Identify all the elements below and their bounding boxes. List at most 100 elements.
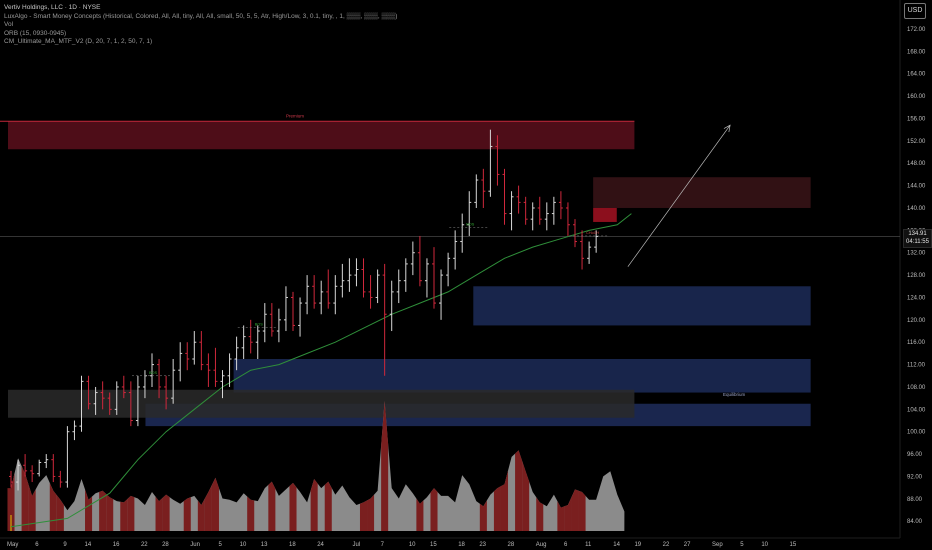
bar-countdown: 04:11:55 [906, 239, 929, 246]
zone-box [233, 358, 811, 393]
volume-down-bar [564, 497, 572, 531]
ohlc-bar [410, 241, 415, 276]
ohlc-bar [276, 308, 281, 343]
volume-down-bar [359, 500, 368, 531]
volume-down-bar [310, 479, 318, 531]
ohlc-bar [93, 386, 98, 415]
ohlc-bar [305, 275, 310, 315]
ohlc-bar [86, 375, 91, 410]
ohlc-bar [474, 174, 479, 208]
x-tick-label: 7 [381, 542, 385, 548]
volume-down-bar [416, 498, 424, 531]
ohlc-bar [396, 269, 401, 304]
ohlc-bar [439, 269, 444, 320]
ohlc-bar [333, 275, 338, 315]
volume-down-bar [204, 484, 212, 531]
x-tick-label: Sep [712, 542, 723, 548]
ohlc-bar [551, 196, 556, 225]
x-tick-label: 10 [761, 542, 768, 548]
indicator-smc[interactable]: LuxAlgo - Smart Money Concepts (Historic… [4, 12, 398, 20]
chart-legend: Vertiv Holdings, LLC · 1D · NYSE LuxAlgo… [4, 4, 397, 47]
ohlc-bar [453, 230, 458, 270]
x-tick-label: 15 [790, 542, 797, 548]
volume-down-bar [430, 488, 438, 531]
ohlc-bar [171, 358, 176, 404]
ohlc-bar [502, 168, 507, 225]
volume-down-bar [162, 494, 170, 531]
ohlc-bar [37, 459, 42, 477]
ohlc-bar [368, 275, 373, 309]
ohlc-bar [185, 342, 190, 371]
volume-down-bar [85, 489, 93, 531]
volume-down-bar [557, 501, 565, 531]
ohlc-bar [446, 252, 451, 287]
ohlc-bar [417, 235, 422, 287]
volume-down-bar [479, 500, 487, 531]
ohlc-bar [382, 263, 387, 376]
y-tick-label: 124.00 [907, 295, 926, 301]
volume-down-bar [120, 499, 128, 531]
zone-box [8, 389, 635, 418]
indicator-orb[interactable]: ORB (15, 0930-0945) [4, 29, 67, 37]
ohlc-bar [16, 459, 21, 491]
projection-arrow-head [723, 124, 731, 133]
indicator-vol[interactable]: Vol [4, 21, 14, 28]
y-tick-label: 156.00 [907, 116, 926, 122]
volume-down-bar [536, 497, 544, 531]
x-tick-label: 10 [240, 542, 247, 548]
x-tick-label: 22 [663, 542, 670, 548]
ohlc-bar [488, 129, 493, 197]
ohlc-bar [100, 381, 105, 410]
x-tick-label: 28 [162, 542, 169, 548]
currency-button[interactable]: USD [904, 3, 926, 19]
volume-down-bar [493, 486, 501, 531]
x-tick-label: 6 [564, 542, 568, 548]
y-tick-label: 152.00 [907, 139, 926, 145]
x-tick-label: 18 [458, 542, 465, 548]
volume-down-bar [127, 495, 135, 531]
ohlc-bar [199, 331, 204, 371]
ohlc-bar [291, 291, 295, 332]
projection-arrow-line [627, 124, 731, 267]
ohlc-bar [79, 375, 84, 432]
ohlc-bar [248, 319, 253, 354]
ohlc-bar [128, 381, 133, 427]
ohlc-bar [135, 375, 140, 427]
zone-box [593, 177, 811, 208]
ohlc-bar [509, 191, 514, 231]
ohlc-bar [150, 353, 154, 387]
y-tick-label: 112.00 [907, 363, 926, 369]
ohlc-bar [192, 331, 197, 365]
ohlc-bar [234, 336, 239, 371]
ohlc-bar [255, 325, 260, 359]
chart-title: Vertiv Holdings, LLC · 1D · NYSE [4, 4, 101, 11]
ohlc-bar [537, 196, 542, 225]
ohlc-bar [213, 347, 218, 387]
y-tick-label: 148.00 [907, 161, 926, 167]
last-price-tag: 134.91 04:11:55 [903, 229, 932, 249]
ohlc-bar [375, 269, 380, 304]
x-tick-label: 13 [261, 542, 268, 548]
volume-down-bar [99, 490, 107, 531]
moving-average-line [10, 213, 632, 528]
y-tick-label: 168.00 [907, 49, 926, 55]
ohlc-bar [298, 297, 303, 337]
ohlc-bar [65, 426, 70, 488]
indicator-ma[interactable]: CM_Ultimate_MA_MTF_V2 (D, 20, 7, 1, 2, 5… [4, 38, 153, 45]
ohlc-bar [241, 325, 246, 359]
ohlc-bar [164, 375, 169, 410]
ohlc-bar [312, 275, 317, 309]
volume-down-bar [49, 482, 57, 531]
last-price: 134.91 [908, 231, 927, 238]
ohlc-bar [44, 454, 49, 469]
x-tick-label: 10 [409, 542, 416, 548]
x-tick-label: Jun [190, 542, 200, 548]
structure-label: CHoCH [586, 231, 599, 235]
ohlc-bar [481, 168, 486, 208]
ohlc-bar [495, 135, 500, 186]
x-tick-label: Jul [352, 542, 360, 548]
ohlc-bar [178, 342, 183, 382]
x-tick-label: 14 [85, 542, 92, 548]
